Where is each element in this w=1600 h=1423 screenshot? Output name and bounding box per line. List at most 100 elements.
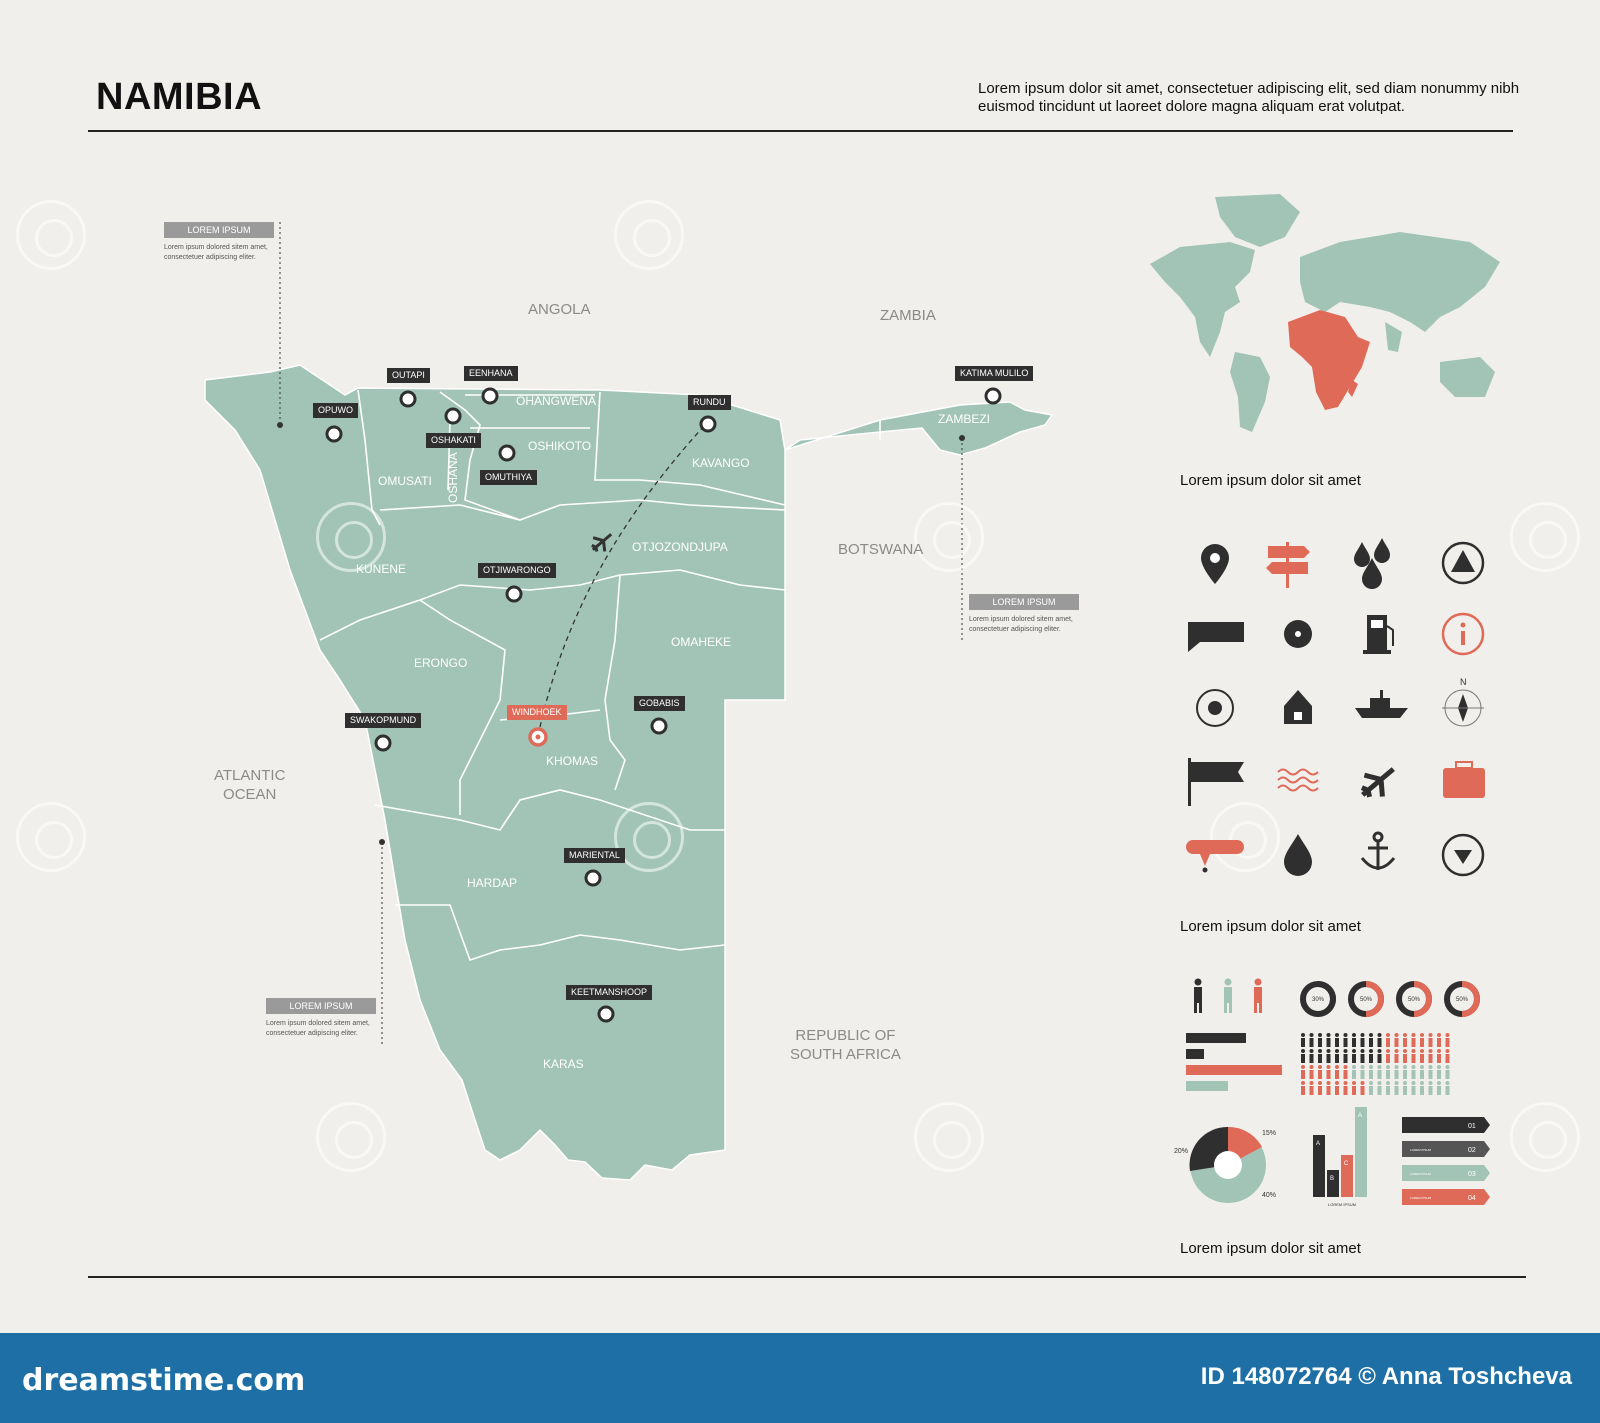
watermark bbox=[1510, 1102, 1580, 1172]
person-figure bbox=[1386, 1033, 1390, 1047]
step-text: LOREM IPSUM bbox=[1410, 1148, 1432, 1152]
compass-north-label: N bbox=[1460, 677, 1467, 687]
house-icon bbox=[1284, 690, 1312, 724]
neighbor-label-zambia: ZAMBIA bbox=[880, 307, 936, 324]
pie-chart: 20% 15% 40% bbox=[1174, 1126, 1276, 1203]
caption-world: Lorem ipsum dolor sit amet bbox=[1180, 472, 1361, 489]
person-figure bbox=[1326, 1049, 1331, 1063]
city-label-eenhana: EENHANA bbox=[464, 366, 518, 381]
city-label-mariental: MARIENTAL bbox=[564, 848, 625, 863]
person-figure bbox=[1386, 1065, 1390, 1079]
brand-logo: dreamstime.com bbox=[22, 1363, 306, 1398]
person-figure bbox=[1326, 1081, 1331, 1095]
person-figure bbox=[1326, 1065, 1331, 1079]
watermark bbox=[614, 200, 684, 270]
person-figure bbox=[1352, 1065, 1356, 1079]
step-row bbox=[1402, 1117, 1490, 1133]
person-figure bbox=[1309, 1081, 1314, 1095]
drop-icon bbox=[1284, 834, 1312, 876]
city-label-swakopmund: SWAKOPMUND bbox=[345, 713, 422, 728]
watermark bbox=[316, 1102, 386, 1172]
watermark bbox=[614, 802, 684, 872]
person-figure bbox=[1343, 1049, 1348, 1063]
person-figure bbox=[1420, 1049, 1424, 1063]
step-row bbox=[1402, 1189, 1490, 1205]
bar-chart: A B C A LOREM IPSUM bbox=[1313, 1107, 1367, 1207]
person-figure bbox=[1394, 1049, 1399, 1063]
rundu-marker bbox=[699, 415, 717, 433]
region-label-ohangwena: OHANGWENA bbox=[516, 394, 597, 408]
person-figure bbox=[1309, 1033, 1314, 1047]
region-label-oshana: OSHANA bbox=[446, 452, 460, 503]
city-label-keetmanshoop: KEETMANSHOOP bbox=[566, 985, 653, 1000]
city-label-otjiwarongo: OTJIWARONGO bbox=[478, 563, 556, 578]
person-figure bbox=[1386, 1049, 1390, 1063]
pie-label: 40% bbox=[1262, 1192, 1276, 1199]
namibia-map bbox=[204, 222, 1054, 1181]
city-label-oshakati: OSHAKATI bbox=[426, 433, 481, 448]
neighbor-label-angola: ANGOLA bbox=[528, 301, 591, 318]
compass-icon: N bbox=[1442, 677, 1484, 727]
person-figure bbox=[1377, 1049, 1382, 1063]
person-figure bbox=[1352, 1081, 1356, 1095]
airplane-icon bbox=[1360, 767, 1395, 798]
note-top-left: LOREM IPSUM Lorem ipsum dolored sitem ame… bbox=[164, 222, 274, 263]
ship-icon bbox=[1355, 690, 1408, 718]
city-label-rundu: RUNDU bbox=[688, 395, 731, 410]
disc-icon bbox=[1284, 620, 1312, 648]
person-figure bbox=[1420, 1081, 1424, 1095]
bar-label: C bbox=[1344, 1161, 1349, 1167]
region-label-hardap: HARDAP bbox=[467, 876, 518, 890]
bar-caption: LOREM IPSUM bbox=[1328, 1202, 1356, 1207]
person-figure bbox=[1343, 1065, 1348, 1079]
person-figure bbox=[1394, 1065, 1399, 1079]
person-figure bbox=[1335, 1033, 1339, 1047]
person-figure bbox=[1301, 1065, 1305, 1079]
donut-label: 50% bbox=[1408, 997, 1421, 1003]
person-figure bbox=[1403, 1049, 1407, 1063]
person-figure bbox=[1335, 1049, 1339, 1063]
donut-label: 50% bbox=[1456, 997, 1469, 1003]
person-figure bbox=[1335, 1081, 1339, 1095]
person-figure bbox=[1360, 1081, 1365, 1095]
otjiwarongo-marker bbox=[505, 585, 523, 603]
step-number: 04 bbox=[1468, 1195, 1476, 1202]
infographics-panel: 30% 50% 50% 50% 20% 15% 40% A B C A LOREM I… bbox=[1174, 978, 1490, 1207]
city-label-gobabis: GOBABIS bbox=[634, 696, 685, 711]
step-text: LOREM IPSUM bbox=[1410, 1172, 1432, 1176]
people-icons bbox=[1194, 978, 1262, 1013]
opuwo-marker bbox=[325, 425, 343, 443]
city-label-windhoek: WINDHOEK bbox=[507, 705, 567, 720]
watermark bbox=[16, 200, 86, 270]
page-title: NAMIBIA bbox=[96, 76, 263, 118]
person-figure bbox=[1420, 1033, 1424, 1047]
image-credit: ID 148072764 © Anna Toshcheva bbox=[1200, 1363, 1572, 1390]
note-bottom-left: LOREM IPSUM Lorem ipsum dolored sitem ame… bbox=[266, 998, 376, 1039]
person-figure bbox=[1318, 1081, 1322, 1095]
bar-label: A bbox=[1358, 1113, 1362, 1119]
donut-value-arc bbox=[1300, 981, 1336, 1017]
step-row bbox=[1402, 1165, 1490, 1181]
person-figure bbox=[1326, 1033, 1331, 1047]
person-figure bbox=[1411, 1049, 1416, 1063]
gobabis-marker bbox=[650, 717, 668, 735]
region-label-kavango: KAVANGO bbox=[692, 456, 750, 470]
top-divider bbox=[88, 130, 1513, 132]
mariental-marker bbox=[584, 869, 602, 887]
bottom-divider bbox=[88, 1276, 1526, 1278]
person-figure bbox=[1445, 1081, 1450, 1095]
person-figure bbox=[1301, 1081, 1305, 1095]
person-figure bbox=[1318, 1033, 1322, 1047]
person-figure bbox=[1411, 1065, 1416, 1079]
world-map bbox=[1150, 194, 1500, 432]
target-icon bbox=[1196, 689, 1234, 727]
oshakati-marker bbox=[444, 407, 462, 425]
person-figure bbox=[1403, 1065, 1407, 1079]
footer-bar: dreamstime.com ID 148072764 © Anna Toshc… bbox=[0, 1333, 1600, 1423]
person-figure bbox=[1394, 1033, 1399, 1047]
swakopmund-marker bbox=[374, 734, 392, 752]
fuel-pump-icon bbox=[1363, 615, 1394, 654]
neighbor-label-botswana: BOTSWANA bbox=[838, 541, 924, 558]
donut-value-arc bbox=[1348, 981, 1384, 1017]
outapi-marker bbox=[399, 390, 417, 408]
